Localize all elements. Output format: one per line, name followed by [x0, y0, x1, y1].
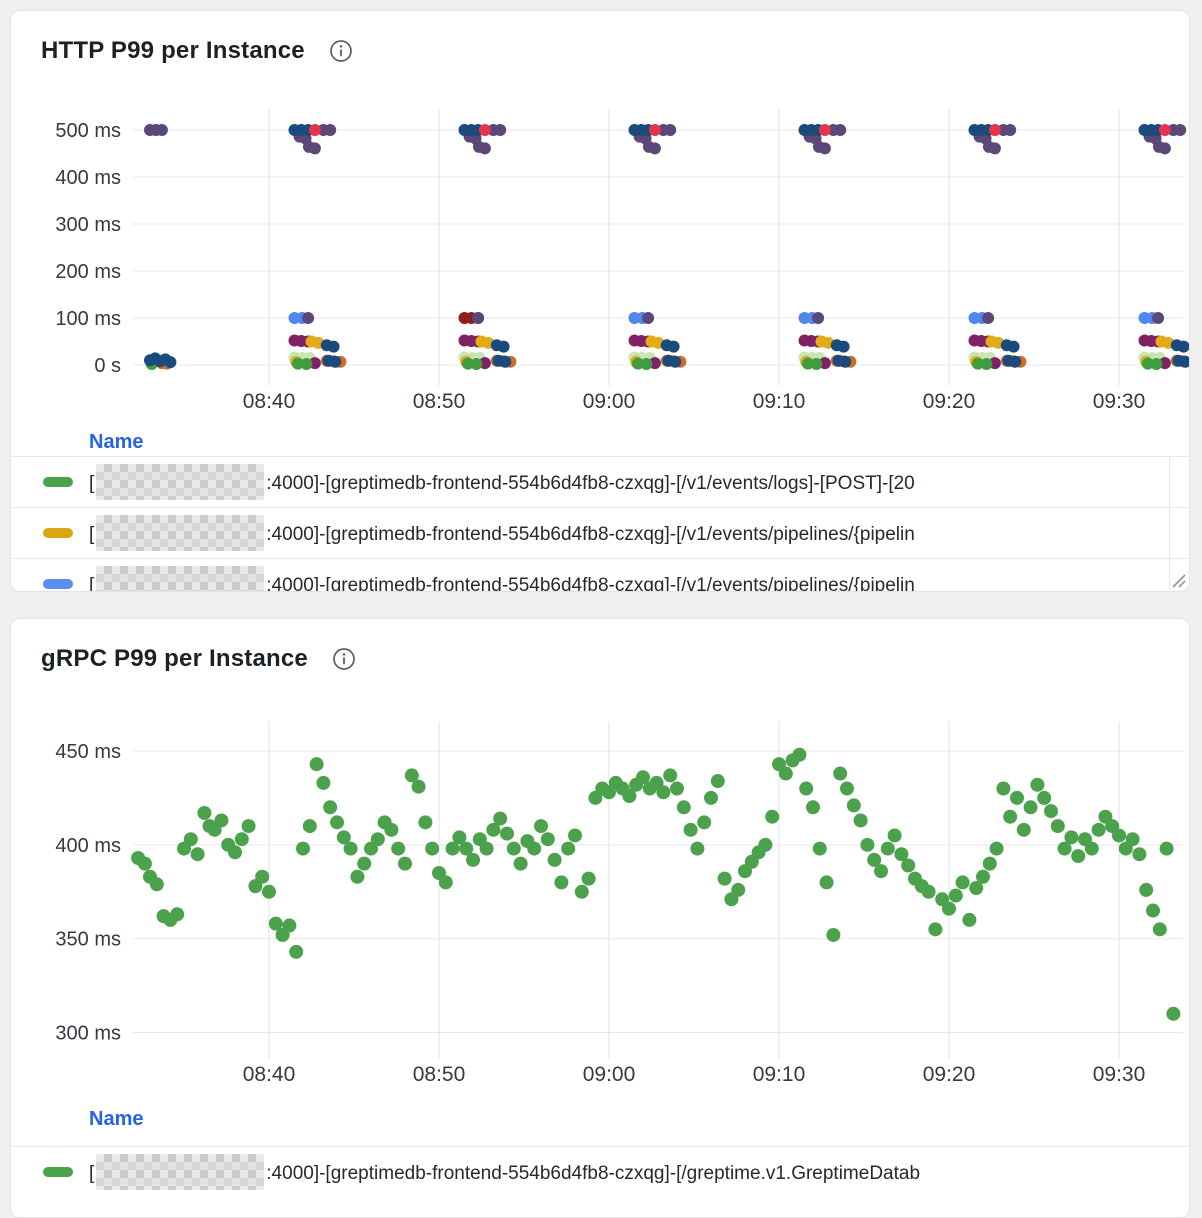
legend-series-label: [ :4000]-[greptimedb-frontend-554b6d4fb8-… [89, 464, 915, 500]
redacted-host-blur [96, 1154, 265, 1190]
x-axis-tick-label: 08:50 [413, 1063, 466, 1086]
http-legend-rows: [ :4000]-[greptimedb-frontend-554b6d4fb8-… [11, 456, 1189, 591]
y-axis-tick-label: 100 ms [55, 308, 121, 330]
legend-name-header[interactable]: Name [89, 431, 144, 453]
series-color-pill [43, 528, 73, 538]
legend-text-body: :4000]-[greptimedb-frontend-554b6d4fb8-c… [266, 575, 915, 591]
x-axis-tick-label: 09:20 [923, 390, 976, 413]
series-color-pill [43, 1167, 73, 1177]
x-axis-tick-label: 09:00 [583, 390, 636, 413]
http-panel-title-row: HTTP P99 per Instance [41, 37, 353, 65]
legend-row[interactable]: [ :4000]-[greptimedb-frontend-554b6d4fb8-… [11, 558, 1189, 591]
legend-row[interactable]: [ :4000]-[greptimedb-frontend-554b6d4fb8-… [11, 1146, 1189, 1197]
y-axis-tick-label: 300 ms [55, 1023, 121, 1045]
legend-column-divider [1169, 456, 1170, 591]
legend-series-label: [ :4000]-[greptimedb-frontend-554b6d4fb8-… [89, 515, 915, 551]
y-axis-tick-label: 450 ms [55, 741, 121, 763]
legend-text-prefix: [ [89, 1163, 95, 1184]
grpc-panel-title-row: gRPC P99 per Instance [41, 645, 356, 673]
http-p99-panel: HTTP P99 per Instance 500 ms 400 ms 300 ms… [10, 10, 1190, 592]
y-axis-tick-label: 350 ms [55, 929, 121, 951]
y-axis-tick-label: 300 ms [55, 214, 121, 236]
legend-name-header[interactable]: Name [89, 1108, 144, 1130]
x-axis-tick-label: 09:30 [1093, 390, 1146, 413]
x-axis-tick-label: 09:00 [583, 1063, 636, 1086]
http-scatter-chart[interactable]: 500 ms 400 ms 300 ms 200 ms 100 ms 0 s 08:40 08… [11, 96, 1190, 426]
legend-row[interactable]: [ :4000]-[greptimedb-frontend-554b6d4fb8-… [11, 507, 1189, 558]
x-axis-tick-label: 09:10 [753, 390, 806, 413]
y-axis-tick-label: 200 ms [55, 261, 121, 283]
x-axis-tick-label: 09:10 [753, 1063, 806, 1086]
y-axis-tick-label: 400 ms [55, 835, 121, 857]
legend-text-prefix: [ [89, 575, 95, 591]
series-color-pill [43, 579, 73, 589]
redacted-host-blur [96, 464, 265, 500]
x-axis-tick-label: 08:50 [413, 390, 466, 413]
legend-row[interactable]: [ :4000]-[greptimedb-frontend-554b6d4fb8-… [11, 456, 1189, 507]
info-icon[interactable] [332, 647, 356, 671]
http-panel-title: HTTP P99 per Instance [41, 37, 305, 64]
redacted-host-blur [96, 515, 265, 551]
legend-text-prefix: [ [89, 524, 95, 545]
legend-text-body: :4000]-[greptimedb-frontend-554b6d4fb8-c… [266, 1163, 921, 1184]
panel-resize-handle[interactable] [1168, 570, 1186, 588]
info-icon[interactable] [329, 39, 353, 63]
series-color-pill [43, 477, 73, 487]
grpc-p99-panel: gRPC P99 per Instance 450 ms 400 ms 350 ms… [10, 618, 1190, 1218]
legend-series-label: [ :4000]-[greptimedb-frontend-554b6d4fb8-… [89, 1154, 920, 1190]
redacted-host-blur [96, 566, 265, 591]
x-axis-tick-label: 08:40 [243, 1063, 296, 1086]
x-axis-tick-label: 09:20 [923, 1063, 976, 1086]
y-axis-tick-label: 400 ms [55, 167, 121, 189]
grpc-scatter-chart[interactable]: 450 ms 400 ms 350 ms 300 ms 08:40 08:50 09:00 0… [11, 714, 1190, 1099]
x-axis-tick-label: 08:40 [243, 390, 296, 413]
y-axis-tick-label: 0 s [94, 355, 121, 377]
y-axis-tick-label: 500 ms [55, 120, 121, 142]
legend-text-prefix: [ [89, 473, 95, 494]
grpc-legend-rows: [ :4000]-[greptimedb-frontend-554b6d4fb8-… [11, 1146, 1189, 1217]
x-axis-tick-label: 09:30 [1093, 1063, 1146, 1086]
legend-text-body: :4000]-[greptimedb-frontend-554b6d4fb8-c… [266, 524, 915, 545]
legend-text-body: :4000]-[greptimedb-frontend-554b6d4fb8-c… [266, 473, 915, 494]
legend-series-label: [ :4000]-[greptimedb-frontend-554b6d4fb8-… [89, 566, 915, 591]
grpc-panel-title: gRPC P99 per Instance [41, 645, 308, 672]
